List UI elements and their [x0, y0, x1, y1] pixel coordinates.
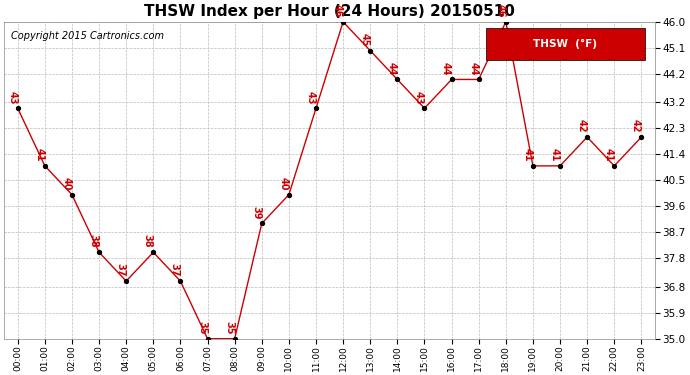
- Text: 40: 40: [61, 177, 71, 190]
- Text: 35: 35: [197, 321, 207, 334]
- Text: 40: 40: [278, 177, 288, 190]
- Point: [229, 336, 240, 342]
- Point: [284, 192, 295, 198]
- Point: [12, 105, 23, 111]
- Point: [446, 76, 457, 82]
- Text: 39: 39: [251, 206, 262, 219]
- Text: 37: 37: [170, 263, 180, 277]
- Text: THSW  (°F): THSW (°F): [533, 39, 598, 49]
- Text: 37: 37: [116, 263, 126, 277]
- Point: [337, 19, 348, 25]
- Text: Copyright 2015 Cartronics.com: Copyright 2015 Cartronics.com: [10, 32, 164, 41]
- Text: 43: 43: [414, 91, 424, 104]
- Text: 41: 41: [34, 148, 44, 162]
- Point: [555, 163, 566, 169]
- Point: [365, 48, 376, 54]
- Point: [39, 163, 50, 169]
- Text: 35: 35: [224, 321, 234, 334]
- Point: [310, 105, 322, 111]
- Text: 42: 42: [631, 119, 641, 133]
- Text: 38: 38: [88, 234, 99, 248]
- Point: [256, 220, 267, 226]
- Point: [392, 76, 403, 82]
- Point: [582, 134, 593, 140]
- Point: [66, 192, 77, 198]
- Text: 42: 42: [577, 119, 586, 133]
- Point: [175, 278, 186, 284]
- Text: 45: 45: [359, 33, 370, 46]
- FancyBboxPatch shape: [486, 28, 645, 60]
- Point: [419, 105, 430, 111]
- Point: [609, 163, 620, 169]
- Text: 44: 44: [468, 62, 478, 75]
- Text: 44: 44: [441, 62, 451, 75]
- Point: [202, 336, 213, 342]
- Point: [94, 249, 105, 255]
- Point: [121, 278, 132, 284]
- Point: [473, 76, 484, 82]
- Text: 46: 46: [333, 4, 342, 18]
- Text: 41: 41: [549, 148, 560, 162]
- Title: THSW Index per Hour (24 Hours) 20150510: THSW Index per Hour (24 Hours) 20150510: [144, 4, 515, 19]
- Text: 46: 46: [495, 4, 505, 18]
- Point: [527, 163, 538, 169]
- Point: [148, 249, 159, 255]
- Text: 41: 41: [522, 148, 533, 162]
- Point: [636, 134, 647, 140]
- Text: 43: 43: [306, 91, 315, 104]
- Text: 43: 43: [7, 91, 17, 104]
- Point: [500, 19, 511, 25]
- Text: 41: 41: [604, 148, 613, 162]
- Text: 44: 44: [387, 62, 397, 75]
- Text: 38: 38: [143, 234, 152, 248]
